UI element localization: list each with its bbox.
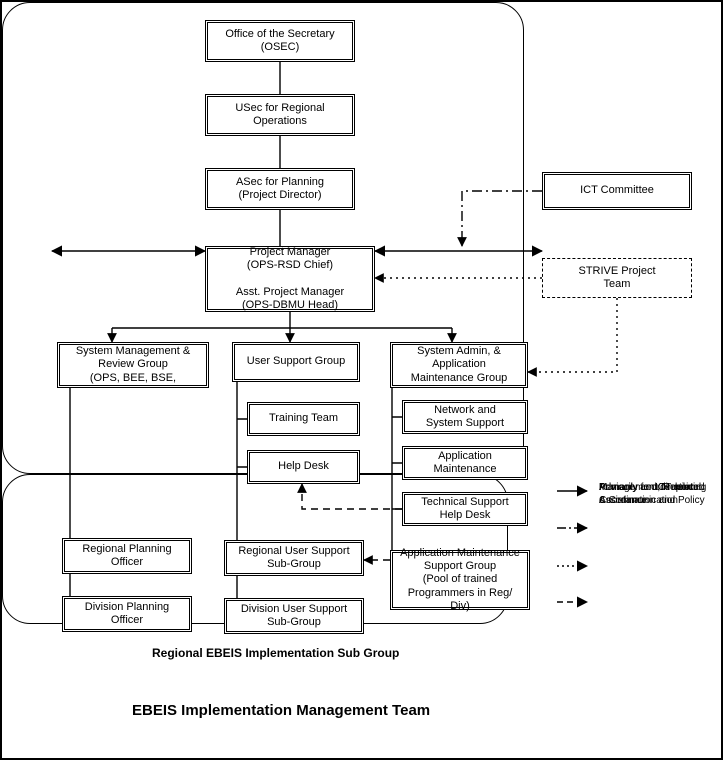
text: STRIVE Project Team (578, 265, 655, 291)
box-usec: USec for Regional Operations (205, 94, 355, 136)
text: Technical Support Help Desk (421, 496, 508, 522)
label-team: EBEIS Implementation Management Team (132, 702, 430, 719)
box-asec: ASec for Planning (Project Director) (205, 168, 355, 210)
text: Training Team (269, 412, 338, 425)
text: Division Planning Officer (85, 601, 169, 627)
box-ruso: Regional User Support Sub-Group (224, 540, 364, 576)
box-usg: User Support Group (232, 342, 360, 382)
box-thd: Technical Support Help Desk (402, 492, 528, 526)
text: Application Maintenance Support Group (P… (400, 547, 520, 613)
box-am: Application Maintenance (402, 446, 528, 480)
text: System Admin, & Application Maintenance … (411, 345, 508, 385)
legend-solid-icon (557, 485, 595, 497)
box-helpdesk: Help Desk (247, 450, 360, 484)
box-project-manager: Project Manager (OPS-RSD Chief) Asst. Pr… (205, 246, 375, 312)
legend-dash-text: Primarily coordination (599, 482, 695, 495)
label-subgroup: Regional EBEIS Implementation Sub Group (152, 646, 399, 660)
box-rpo: Regional Planning Officer (62, 538, 192, 574)
text: USec for Regional Operations (235, 102, 324, 128)
text: Office of the Secretary (OSEC) (225, 28, 334, 54)
text: User Support Group (247, 355, 345, 368)
text: System Management & Review Group (OPS, B… (76, 345, 190, 385)
text: Application Maintenance (434, 450, 497, 476)
box-nss: Network and System Support (402, 400, 528, 434)
text: ASec for Planning (Project Director) (236, 176, 324, 202)
box-ict-committee: ICT Committee (542, 172, 692, 210)
box-strive: STRIVE Project Team (542, 258, 692, 298)
text: Network and System Support (426, 404, 504, 430)
text: Help Desk (278, 460, 329, 473)
box-saam: System Admin, & Application Maintenance … (390, 342, 528, 388)
text: Project Manager (OPS-RSD Chief) Asst. Pr… (236, 246, 344, 312)
legend-dashdot-icon (557, 522, 595, 534)
legend-dash-icon (557, 596, 595, 608)
box-dpo: Division Planning Officer (62, 596, 192, 632)
text: Regional User Support Sub-Group (238, 545, 349, 571)
text: Regional Planning Officer (82, 543, 171, 569)
text: Division User Support Sub-Group (241, 603, 347, 629)
box-amsg: Application Maintenance Support Group (P… (390, 550, 530, 610)
box-osec: Office of the Secretary (OSEC) (205, 20, 355, 62)
text: ICT Committee (580, 184, 654, 197)
box-smrg: System Management & Review Group (OPS, B… (57, 342, 209, 388)
box-duso: Division User Support Sub-Group (224, 598, 364, 634)
box-training: Training Team (247, 402, 360, 436)
legend-dot-icon (557, 560, 595, 572)
